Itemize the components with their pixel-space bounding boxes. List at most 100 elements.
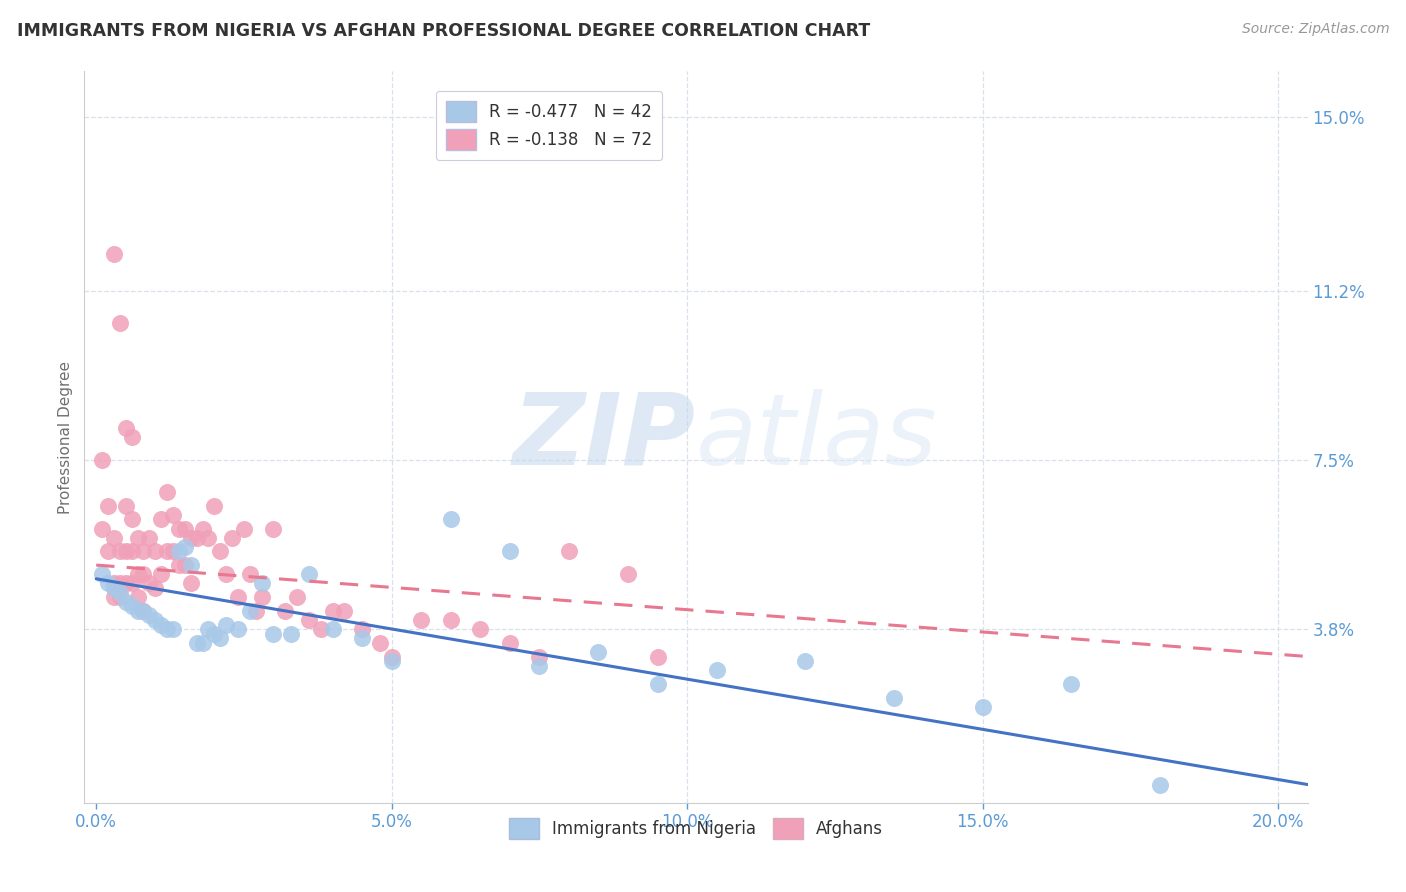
Point xyxy=(232,521,254,535)
Point xyxy=(352,632,374,646)
Point xyxy=(298,613,321,627)
Point xyxy=(529,649,551,664)
Point xyxy=(103,590,125,604)
Point xyxy=(180,558,202,573)
Point xyxy=(108,590,131,604)
Point xyxy=(411,613,433,627)
Point xyxy=(1060,677,1083,691)
Point xyxy=(499,636,522,650)
Point xyxy=(381,649,404,664)
Point xyxy=(322,604,344,618)
Point xyxy=(322,622,344,636)
Point xyxy=(333,604,356,618)
Text: ZIP: ZIP xyxy=(513,389,696,485)
Point xyxy=(298,567,321,582)
Point xyxy=(114,544,136,558)
Point xyxy=(156,485,179,500)
Point xyxy=(173,558,195,573)
Point xyxy=(499,544,522,558)
Point xyxy=(202,626,225,640)
Point xyxy=(226,590,249,604)
Point xyxy=(103,247,125,261)
Point xyxy=(706,663,728,677)
Point xyxy=(262,521,284,535)
Point xyxy=(274,604,297,618)
Point xyxy=(121,512,143,526)
Point xyxy=(883,690,905,705)
Point xyxy=(156,622,179,636)
Point xyxy=(239,567,262,582)
Point xyxy=(108,576,131,591)
Point xyxy=(156,544,179,558)
Point xyxy=(617,567,640,582)
Point xyxy=(103,531,125,545)
Point xyxy=(121,599,143,614)
Point xyxy=(245,604,267,618)
Point xyxy=(215,617,238,632)
Point xyxy=(368,636,391,650)
Point xyxy=(91,521,114,535)
Point xyxy=(167,521,190,535)
Point xyxy=(103,581,125,595)
Point xyxy=(440,512,463,526)
Point xyxy=(558,544,581,558)
Point xyxy=(239,604,262,618)
Point xyxy=(103,576,125,591)
Point xyxy=(114,595,136,609)
Point xyxy=(180,531,202,545)
Text: Source: ZipAtlas.com: Source: ZipAtlas.com xyxy=(1241,22,1389,37)
Y-axis label: Professional Degree: Professional Degree xyxy=(58,360,73,514)
Point xyxy=(132,544,155,558)
Point xyxy=(209,632,232,646)
Point xyxy=(150,512,173,526)
Point xyxy=(529,658,551,673)
Point xyxy=(1149,778,1171,792)
Point xyxy=(114,499,136,513)
Point xyxy=(250,590,273,604)
Point xyxy=(221,531,243,545)
Point xyxy=(91,567,114,582)
Point xyxy=(132,604,155,618)
Point xyxy=(114,576,136,591)
Point xyxy=(127,567,149,582)
Point xyxy=(132,604,155,618)
Point xyxy=(138,531,160,545)
Point xyxy=(352,622,374,636)
Point xyxy=(138,576,160,591)
Point xyxy=(180,576,202,591)
Point xyxy=(108,316,131,330)
Legend: Immigrants from Nigeria, Afghans: Immigrants from Nigeria, Afghans xyxy=(502,811,890,846)
Point xyxy=(121,430,143,444)
Point xyxy=(209,544,232,558)
Point xyxy=(97,499,120,513)
Text: atlas: atlas xyxy=(696,389,938,485)
Point xyxy=(167,558,190,573)
Point xyxy=(114,421,136,435)
Point xyxy=(262,626,284,640)
Point xyxy=(162,544,184,558)
Point xyxy=(794,654,817,668)
Point xyxy=(108,544,131,558)
Point xyxy=(167,544,190,558)
Point xyxy=(202,499,225,513)
Point xyxy=(173,521,195,535)
Point xyxy=(186,636,208,650)
Point xyxy=(143,581,166,595)
Point xyxy=(97,576,120,591)
Point xyxy=(91,453,114,467)
Point xyxy=(127,590,149,604)
Point xyxy=(162,622,184,636)
Point xyxy=(191,521,214,535)
Point xyxy=(381,654,404,668)
Point xyxy=(143,544,166,558)
Point xyxy=(285,590,308,604)
Point xyxy=(440,613,463,627)
Point xyxy=(121,544,143,558)
Point xyxy=(647,649,669,664)
Point xyxy=(97,544,120,558)
Point xyxy=(215,567,238,582)
Point xyxy=(280,626,302,640)
Point xyxy=(226,622,249,636)
Point xyxy=(470,622,492,636)
Point xyxy=(121,576,143,591)
